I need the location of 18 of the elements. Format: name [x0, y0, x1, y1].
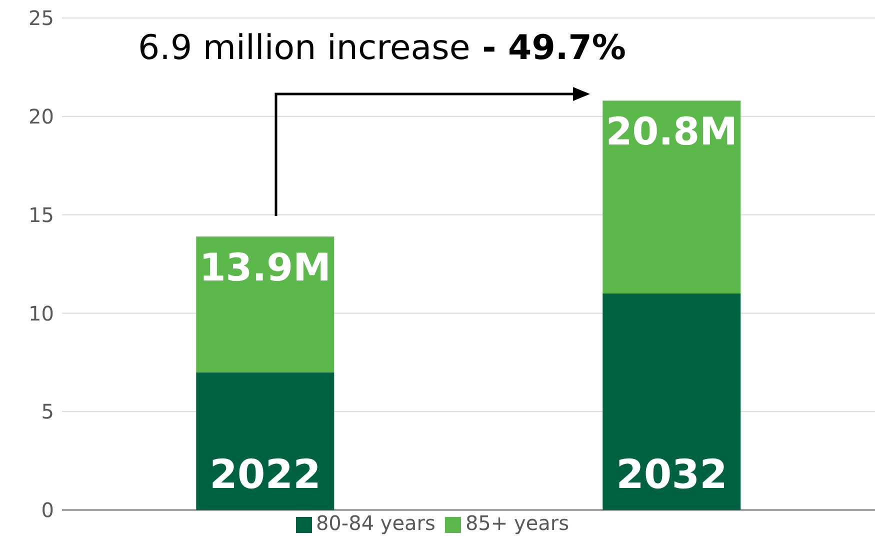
y-tick-label: 0	[41, 498, 54, 522]
y-tick-label: 15	[28, 202, 54, 227]
bar	[602, 294, 741, 510]
total-label: 20.8M	[606, 110, 738, 154]
x-tick-label: 2032	[616, 452, 728, 498]
bar	[196, 372, 334, 510]
annotation: 6.9 million increase	[138, 28, 470, 68]
bar	[602, 100, 741, 294]
y-tick-label: 10	[28, 301, 54, 326]
bar	[196, 236, 334, 372]
y-tick-label: 5	[41, 400, 54, 424]
y-tick-label: 25	[28, 6, 54, 30]
legend-label: 80-84 years	[316, 511, 436, 535]
total-label: 13.9M	[199, 245, 331, 290]
legend-label: 85+ years	[465, 511, 570, 535]
annotation: - 49.7%	[481, 28, 626, 68]
y-tick-label: 20	[28, 104, 54, 128]
x-tick-label: 2022	[210, 452, 321, 498]
